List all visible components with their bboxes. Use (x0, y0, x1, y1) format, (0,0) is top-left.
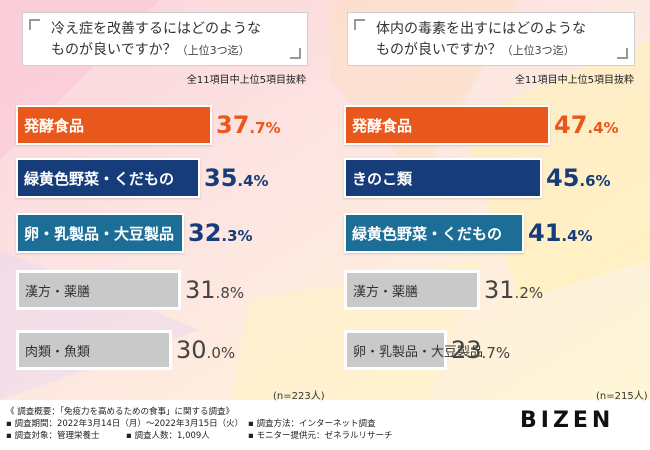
left-bar-5: 肉類・魚類 (16, 330, 172, 370)
left-bar-value-1: 37.7% (216, 111, 281, 139)
right-bar-value-5: 23.7% (451, 336, 511, 364)
left-question-box: 冷え症を改善するにはどのような ものが良いですか？（上位3つ迄） (22, 12, 308, 66)
right-bar-label-1: 発酵食品 (352, 116, 413, 135)
right-question-line1: 体内の毒素を出すにはどのような (376, 21, 586, 37)
survey-method: ▪ 調査方法：インターネット調査 (248, 419, 376, 429)
left-bar-label-4: 漢方・薬膳 (25, 284, 91, 300)
corner-mark (617, 48, 628, 59)
survey-count: ▪ 調査人数：1,009人 (126, 431, 210, 441)
corner-mark (290, 48, 301, 59)
right-bar-value-4: 31.2% (484, 276, 544, 304)
bizen-logo: BIZEN (520, 408, 615, 433)
right-sample-size: (n=215人) (596, 391, 648, 402)
right-question-box: 体内の毒素を出すにはどのような ものが良いですか？（上位3つ迄） (347, 12, 635, 66)
right-bar-value-2: 45.6% (546, 164, 611, 192)
left-bar-value-5: 30.0% (176, 336, 236, 364)
right-bar-1: 発酵食品 (344, 105, 550, 145)
right-bar-5: 卵・乳製品・大豆製品 (344, 330, 483, 370)
left-bar-label-5: 肉類・魚類 (25, 344, 91, 360)
survey-footer: 《 調査概要：「免疫力を高めるための食事」に関する調査》 ▪ 調査期間：2022… (6, 406, 392, 442)
left-bar-value-4: 31.8% (185, 276, 245, 304)
right-bar-label-5: 卵・乳製品・大豆製品 (353, 344, 484, 360)
left-question-line1: 冷え症を改善するにはどのような (51, 21, 261, 37)
left-bar-value-3: 32.3% (188, 219, 253, 247)
left-bar-label-2: 緑黄色野菜・くだもの (24, 169, 175, 188)
right-bar-2: きのこ類 (344, 158, 542, 198)
left-bar-2: 緑黄色野菜・くだもの (16, 158, 200, 198)
left-bar-label-1: 発酵食品 (24, 116, 85, 135)
right-bar-value-3: 41.4% (528, 219, 593, 247)
right-question-line2: ものが良いですか？ (376, 42, 502, 58)
left-bar-4: 漢方・薬膳 (16, 270, 181, 310)
left-bar-value-2: 35.4% (204, 164, 269, 192)
survey-title: 《 調査概要：「免疫力を高めるための食事」に関する調査》 (6, 407, 234, 417)
left-bar-1: 発酵食品 (16, 105, 212, 145)
right-note: 全11項目中上位5項目抜粋 (514, 75, 634, 86)
right-bar-4: 漢方・薬膳 (344, 270, 480, 310)
right-bar-value-1: 47.4% (554, 111, 619, 139)
right-question-note: （上位3つ迄） (501, 44, 575, 57)
survey-monitor: ▪ モニター提供元：ゼネラルリサーチ (248, 431, 393, 441)
right-bar-label-2: きのこ類 (352, 169, 413, 188)
left-bar-label-3: 卵・乳製品・大豆製品 (24, 224, 175, 243)
left-note: 全11項目中上位5項目抜粋 (186, 75, 306, 86)
survey-period: ▪ 調査期間：2022年3月14日（月）〜2022年3月15日（火） (6, 419, 244, 429)
left-bar-3: 卵・乳製品・大豆製品 (16, 213, 184, 253)
corner-mark (29, 19, 40, 30)
right-bar-label-4: 漢方・薬膳 (353, 284, 419, 300)
left-question-note: （上位3つ迄） (176, 44, 250, 57)
left-question-line2: ものが良いですか？ (51, 42, 177, 58)
right-bar-3: 緑黄色野菜・くだもの (344, 213, 524, 253)
left-sample-size: (n=223人) (273, 391, 325, 402)
right-bar-label-3: 緑黄色野菜・くだもの (352, 224, 503, 243)
corner-mark (354, 19, 365, 30)
survey-target: ▪ 調査対象：管理栄養士 (6, 431, 100, 441)
